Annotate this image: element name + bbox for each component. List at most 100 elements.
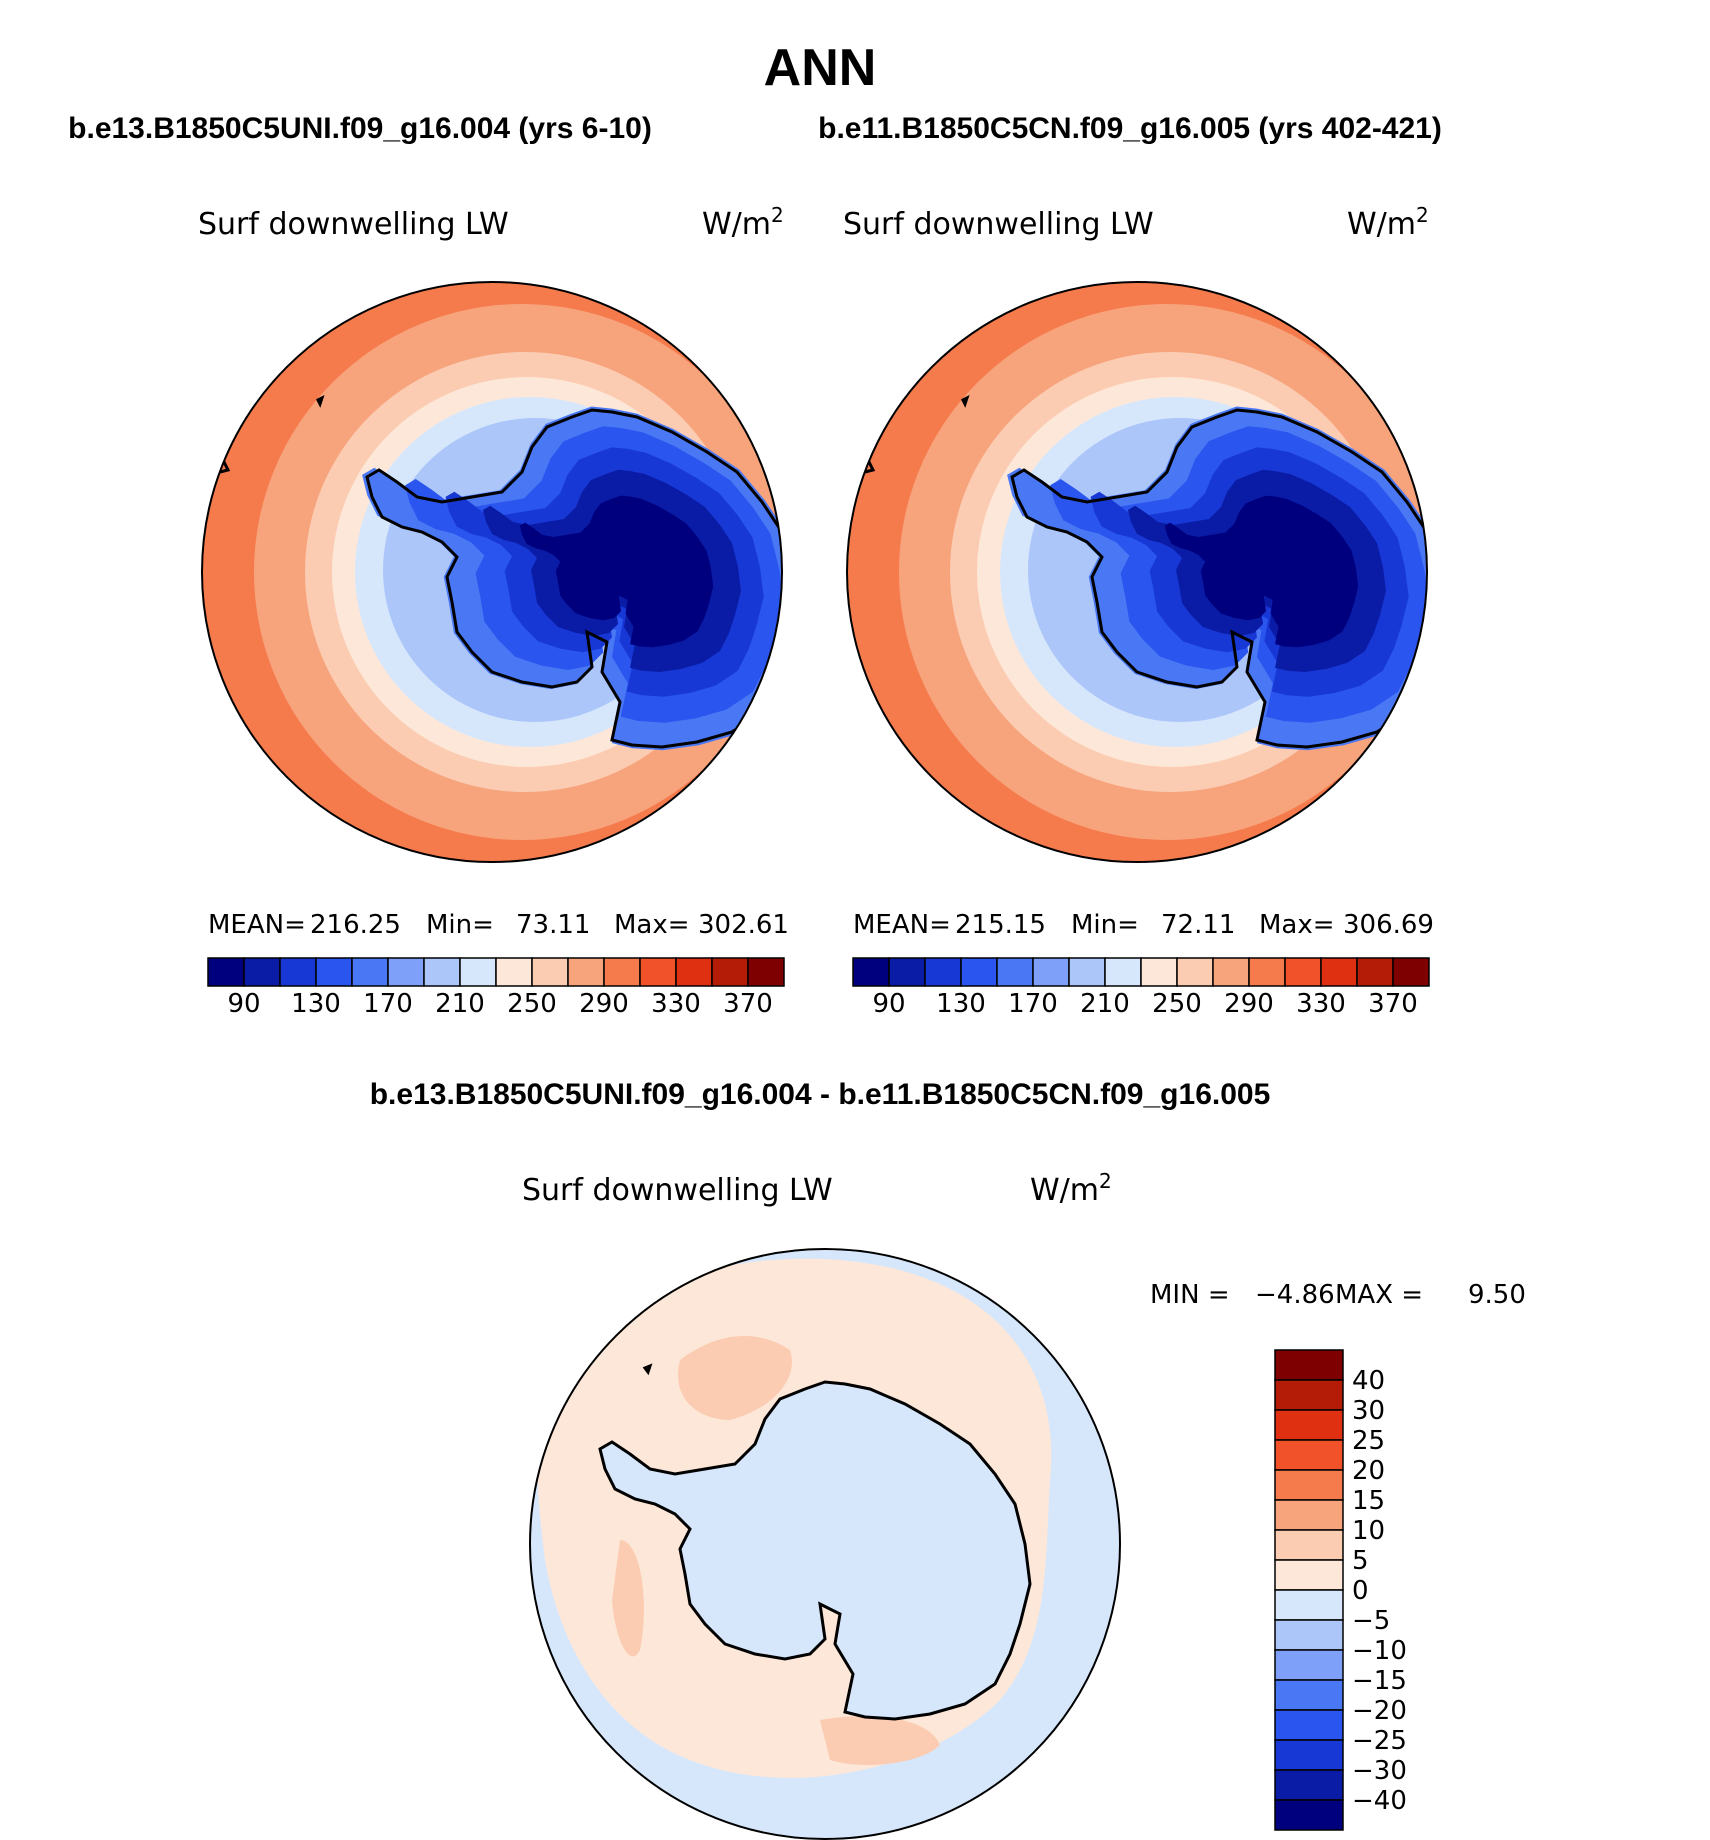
min-label: MIN = [1150,1280,1230,1310]
colorbar-tick-label: 90 [872,989,905,1019]
colorbar-swatch [1274,1349,1344,1381]
colorbar-swatch [1274,1679,1344,1711]
colorbar-swatch [1176,957,1214,987]
colorbar-swatch [1032,957,1070,987]
run-title: b.e11.B1850C5CN.f09_g16.005 (yrs 402-421… [818,112,1442,145]
colorbar-swatch [960,957,998,987]
colorbar-tick-label: 15 [1352,1486,1385,1516]
colorbar-swatch [888,957,926,987]
coastline [642,1363,653,1376]
min-value: −4.86 [1255,1280,1335,1310]
colorbar-swatch [1104,957,1142,987]
map-border [201,281,783,863]
map-border [529,1248,1121,1840]
colorbar-swatch [1356,957,1394,987]
colorbar-swatch [531,957,569,987]
max-label: Max= [1259,910,1335,940]
mean-label: MEAN= [208,910,306,940]
colorbar-tick-label: −5 [1352,1606,1390,1636]
colorbar-swatch [1284,957,1322,987]
colorbar-tick-label: 250 [507,989,557,1019]
units-label: W/m2 [1030,1169,1112,1208]
mean-value: 215.15 [955,910,1046,940]
colorbar-swatch [1274,1529,1344,1561]
coastline [315,395,325,408]
colorbar-tick-label: −25 [1352,1726,1407,1756]
colorbar-swatch [1068,957,1106,987]
min-value: 72.11 [1161,910,1235,940]
contour-level [612,1540,644,1657]
colorbar-swatch [675,957,713,987]
colorbar-swatch [1274,1439,1344,1471]
stats-line: MEAN= 215.15 Min= 72.11 Max= 306.69 [853,910,1434,940]
colorbar-tick-label: 90 [227,989,260,1019]
colorbar-tick-label: 130 [936,989,986,1019]
colorbar-tick-label: 5 [1352,1546,1369,1576]
polar-map [201,281,783,863]
colorbar-swatch [924,957,962,987]
colorbar [207,957,785,987]
colorbar-tick-label: 290 [579,989,629,1019]
colorbar-swatch [1274,1769,1344,1801]
stats-line: MEAN= 216.25 Min= 73.11 Max= 302.61 [208,910,789,940]
max-value: 302.61 [698,910,789,940]
polar-map [846,281,1428,863]
units-label: W/m2 [1347,203,1429,242]
panel-difference: b.e13.B1850C5UNI.f09_g16.004 - b.e11.B18… [370,1078,1526,1840]
colorbar-swatch [1274,1709,1344,1741]
max-value: 9.50 [1468,1280,1526,1310]
colorbar-swatch [639,957,677,987]
polar-map [529,1248,1121,1840]
colorbar-swatch [315,957,353,987]
colorbar-tick-label: −15 [1352,1666,1407,1696]
colorbar-swatch [1248,957,1286,987]
colorbar-swatch [852,957,890,987]
panel-control-a: b.e13.B1850C5UNI.f09_g16.004 (yrs 6-10) … [68,112,789,1019]
colorbar-tick-label: 40 [1352,1366,1385,1396]
contour-level [678,1336,792,1420]
colorbar-swatch [1274,1619,1344,1651]
colorbar-tick-label: −20 [1352,1696,1407,1726]
colorbar-swatch [1274,1559,1344,1591]
min-value: 73.11 [516,910,590,940]
colorbar-ticks: 90 130 170 210 250 290 330 370 [872,989,1417,1019]
colorbar-swatch [747,957,785,987]
colorbar-swatch [423,957,461,987]
colorbar-tick-label: 130 [291,989,341,1019]
contour-level [820,1716,940,1765]
colorbar-tick-label: 250 [1152,989,1202,1019]
colorbar-tick-label: −10 [1352,1636,1407,1666]
colorbar-swatch [1274,1379,1344,1411]
colorbar-swatch [243,957,281,987]
colorbar-swatch [1392,957,1430,987]
variable-label: Surf downwelling LW [522,1173,833,1208]
colorbar-swatch [1274,1649,1344,1681]
colorbar-tick-label: 25 [1352,1426,1385,1456]
colorbar-swatch [459,957,497,987]
units-label: W/m2 [702,203,784,242]
max-value: 306.69 [1343,910,1434,940]
colorbar-tick-label: 210 [435,989,485,1019]
colorbar-swatch [1274,1409,1344,1441]
colorbar-swatch [1274,1469,1344,1501]
colorbar-swatch [207,957,245,987]
variable-label: Surf downwelling LW [198,207,509,242]
colorbar-tick-label: 330 [651,989,701,1019]
colorbar-tick-label: 20 [1352,1456,1385,1486]
colorbar-swatch [1274,1499,1344,1531]
colorbar-swatch [603,957,641,987]
panel-control-b: b.e11.B1850C5CN.f09_g16.005 (yrs 402-421… [818,112,1442,1019]
map-border [846,281,1428,863]
colorbar-tick-label: 290 [1224,989,1274,1019]
coastline [960,395,970,408]
colorbar-swatch [1274,1739,1344,1771]
colorbar-tick-label: 370 [723,989,773,1019]
colorbar-tick-label: 330 [1296,989,1346,1019]
difference-title: b.e13.B1850C5UNI.f09_g16.004 - b.e11.B18… [370,1078,1271,1111]
colorbar-tick-label: 170 [1008,989,1058,1019]
colorbar-swatch [387,957,425,987]
colorbar-swatch [1140,957,1178,987]
colorbar [852,957,1430,987]
